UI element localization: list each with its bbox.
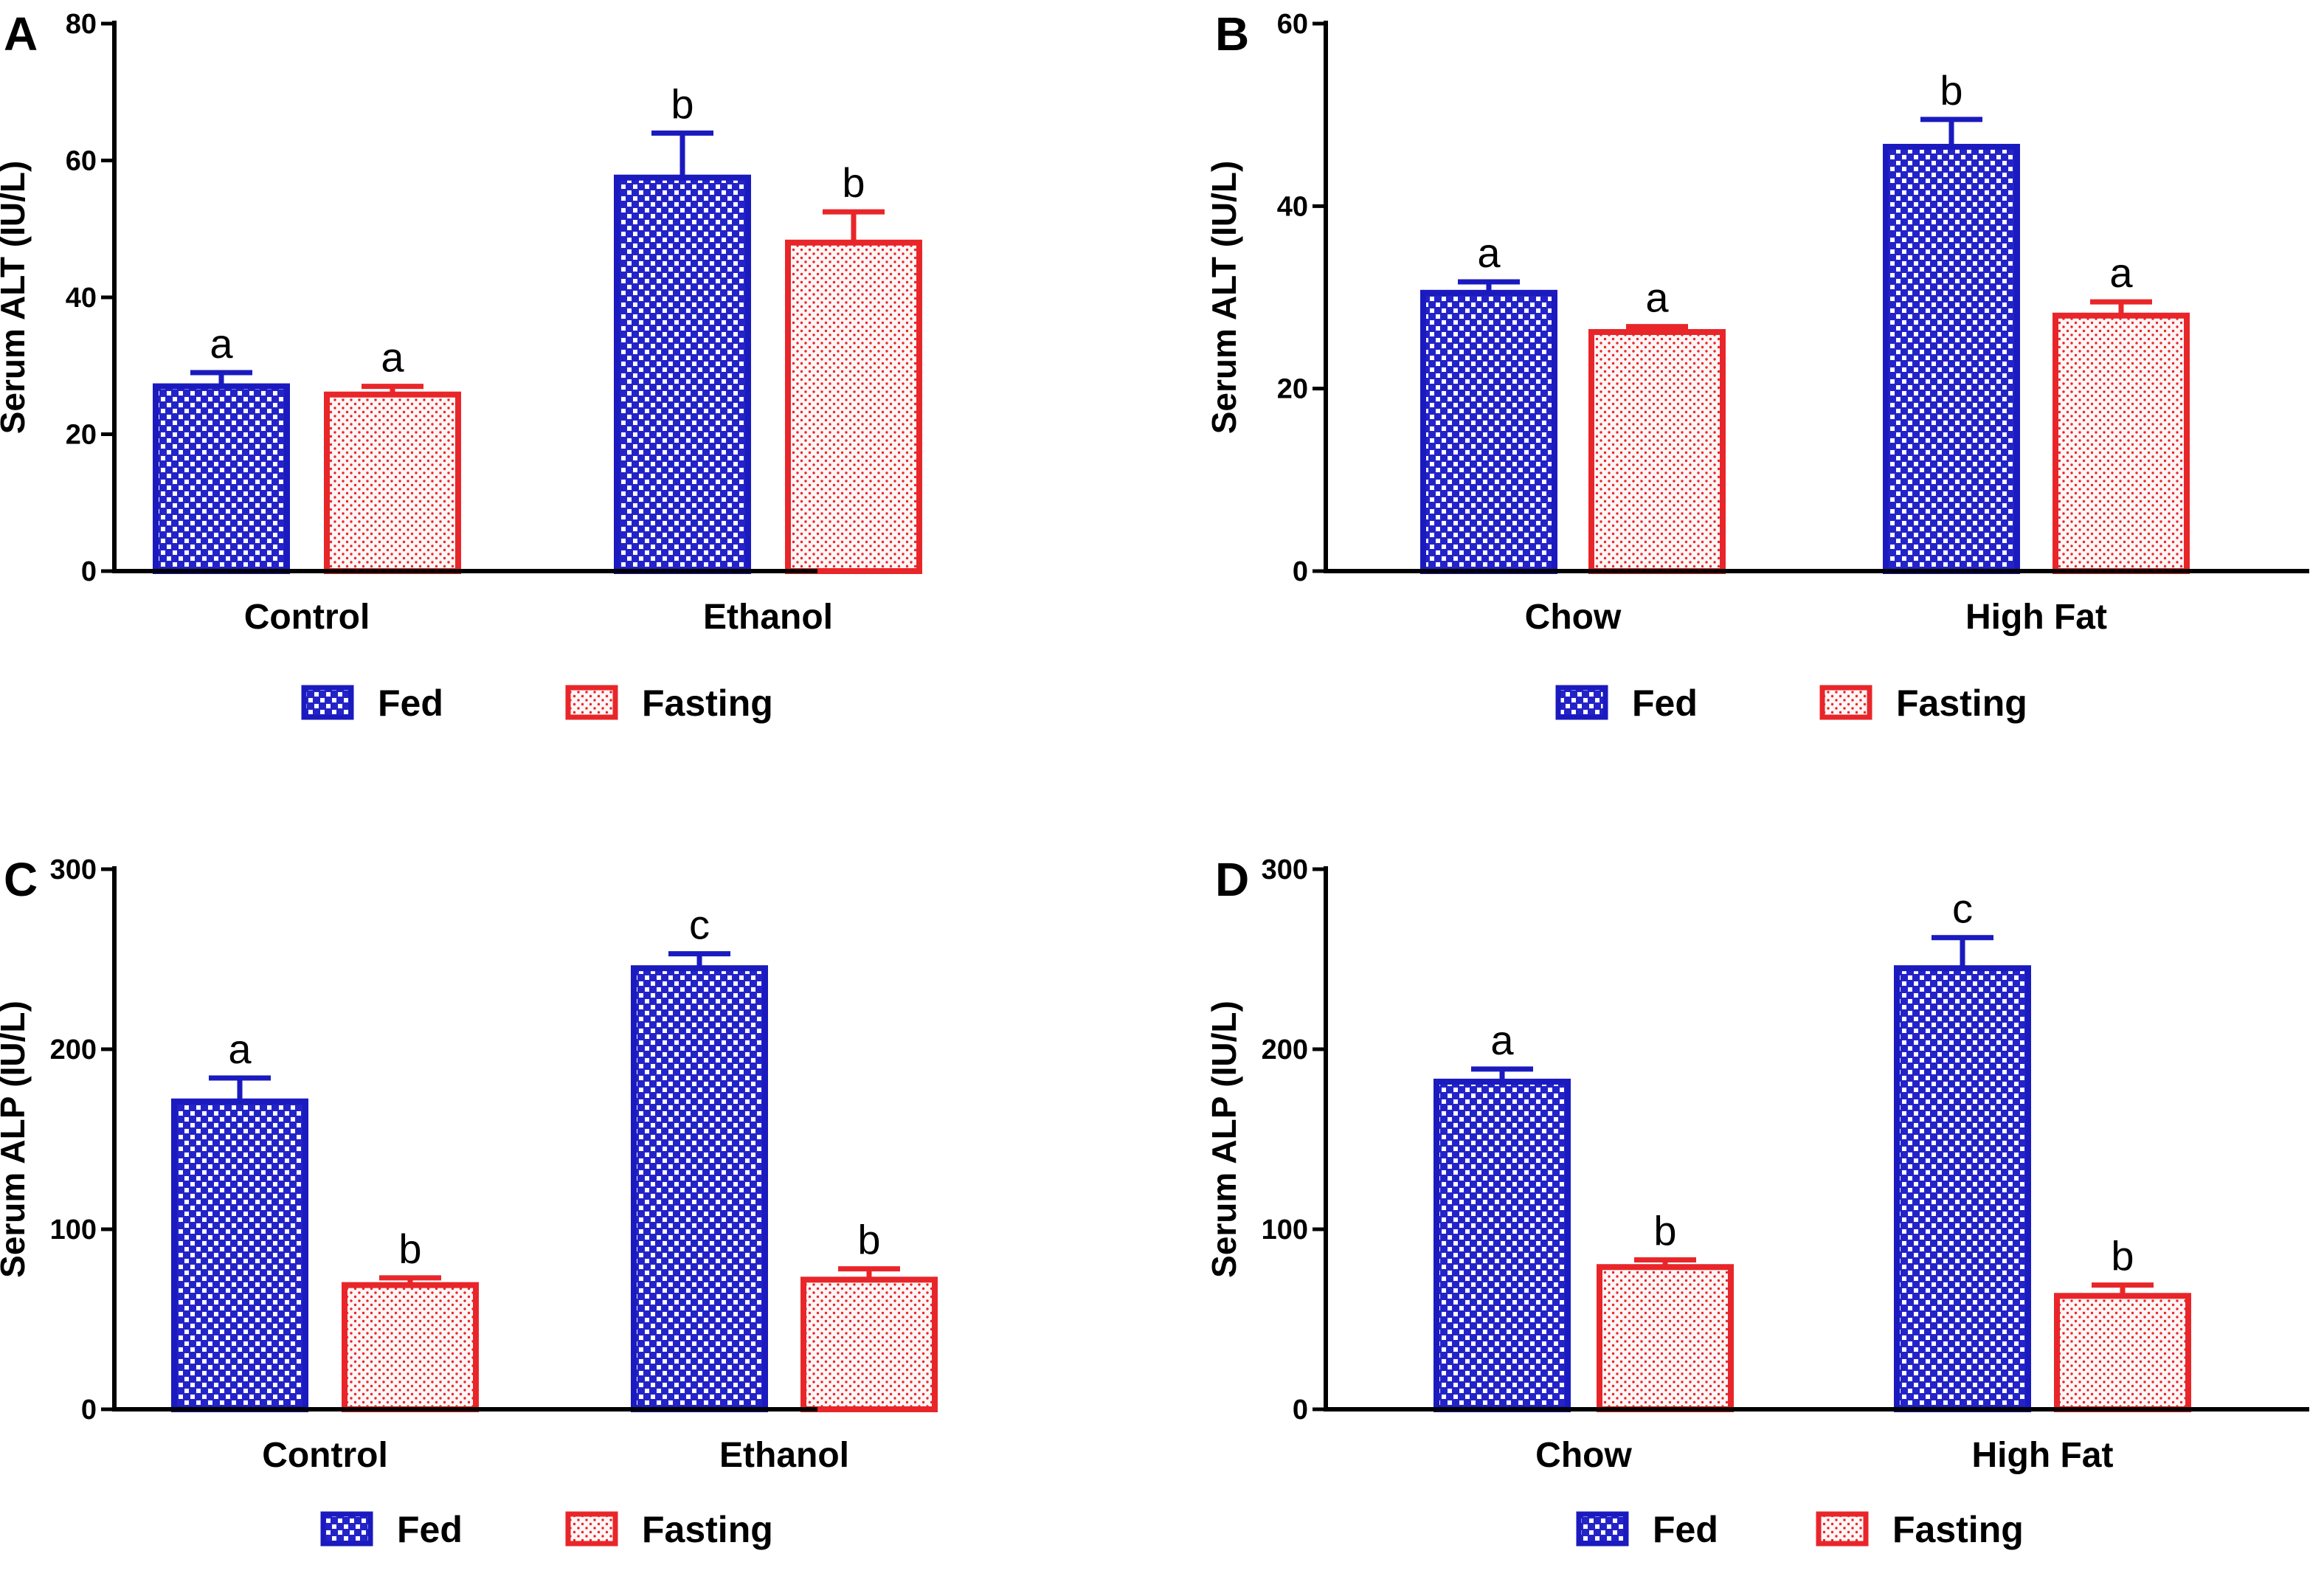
panel-label: B <box>1215 7 1249 61</box>
significance-letter: c <box>689 902 710 948</box>
legend-label-fasting: Fasting <box>642 1509 773 1550</box>
x-category-label: Ethanol <box>719 1436 849 1475</box>
significance-letter: b <box>2111 1233 2134 1279</box>
legend-swatch-fasting <box>1819 685 1872 720</box>
x-category-label: Chow <box>1525 598 1622 637</box>
y-tick-label: 20 <box>1277 374 1308 405</box>
significance-letter: b <box>842 159 865 206</box>
panel-label: A <box>4 7 38 61</box>
y-axis-label: Serum ALP (IU/L) <box>0 1001 32 1278</box>
significance-letter: a <box>210 320 233 367</box>
significance-letter: a <box>2109 249 2133 296</box>
significance-letter: a <box>381 334 404 381</box>
significance-letter: c <box>1952 885 1973 932</box>
x-category-label: High Fat <box>1972 1436 2114 1475</box>
y-tick-label: 100 <box>50 1215 97 1245</box>
y-tick-label: 200 <box>50 1034 97 1065</box>
legend-swatch-fed <box>1576 1511 1629 1547</box>
significance-letter: b <box>1653 1207 1676 1254</box>
y-axis-label: Serum ALT (IU/L) <box>1205 161 1243 435</box>
bar-fed-control <box>171 1098 308 1412</box>
y-tick-label: 300 <box>50 854 97 885</box>
y-tick-label: 40 <box>1277 191 1308 222</box>
legend-swatch-fasting <box>565 685 618 720</box>
y-tick-label: 300 <box>1262 854 1308 885</box>
legend-label-fed: Fed <box>378 683 443 724</box>
y-tick-label: 80 <box>66 9 97 40</box>
y-axis-label: Serum ALT (IU/L) <box>0 161 32 435</box>
bar-fasting-ethanol <box>800 1276 938 1412</box>
bar-fed-ethanol <box>614 174 751 574</box>
x-category-label: High Fat <box>1965 598 2107 637</box>
x-category-label: Control <box>244 598 370 637</box>
y-tick-label: 0 <box>1293 556 1308 587</box>
significance-letter: b <box>857 1217 880 1263</box>
panel-a: Aa b a b 0 20 40 60 80 Serum ALT (IU/L) Control Eth… <box>0 7 922 724</box>
significance-letter: a <box>1645 274 1669 321</box>
significance-letter: b <box>1940 67 1962 114</box>
panel-label: D <box>1215 853 1249 906</box>
bar-fed-chow <box>1434 1078 1571 1413</box>
bar-fed-ethanol <box>631 965 768 1412</box>
legend-swatch-fed <box>1555 685 1608 720</box>
legend-swatch-fed <box>320 1511 373 1547</box>
legend-label-fed: Fed <box>1653 1509 1718 1550</box>
y-tick-label: 60 <box>66 146 97 177</box>
legend-swatch-fed <box>301 685 354 720</box>
bar-fasting-ethanol <box>785 239 922 574</box>
y-tick-label: 0 <box>81 1395 97 1426</box>
y-tick-label: 0 <box>1293 1395 1308 1426</box>
significance-letter: a <box>228 1026 252 1072</box>
x-category-label: Control <box>262 1436 388 1475</box>
panel-c: Ca c b b 0 100 200 300 Serum ALP (IU/L) Control Et… <box>0 853 938 1550</box>
significance-letter: b <box>671 80 694 127</box>
y-tick-label: 200 <box>1262 1034 1308 1065</box>
panel-d: Da c b b 0 100 200 300 Serum ALP (IU/L) Chow High … <box>1205 853 2309 1550</box>
legend-swatch-fasting <box>1816 1511 1869 1547</box>
legend-label-fasting: Fasting <box>1892 1509 2024 1550</box>
y-tick-label: 100 <box>1262 1215 1308 1245</box>
panel-b: Ba b a a 0 20 40 60 Serum ALT (IU/L) Chow High Fat… <box>1205 7 2309 724</box>
y-tick-label: 60 <box>1277 9 1308 40</box>
legend-label-fasting: Fasting <box>1896 683 2027 724</box>
legend-label-fed: Fed <box>397 1509 463 1550</box>
legend-label-fed: Fed <box>1632 683 1698 724</box>
bar-fed-control <box>153 383 290 575</box>
bar-fasting-control <box>324 391 461 575</box>
x-category-label: Ethanol <box>703 598 833 637</box>
bar-fasting-high-fat <box>2052 312 2190 574</box>
bar-fasting-chow <box>1597 1264 1734 1412</box>
y-tick-label: 20 <box>66 420 97 451</box>
y-axis-label: Serum ALP (IU/L) <box>1205 1001 1243 1278</box>
significance-letter: a <box>1490 1017 1514 1063</box>
y-tick-label: 0 <box>81 556 97 587</box>
bar-fasting-high-fat <box>2054 1293 2191 1413</box>
legend-label-fasting: Fasting <box>642 683 773 724</box>
x-category-label: Chow <box>1535 1436 1632 1475</box>
bar-fed-high-fat <box>1883 143 2020 574</box>
y-tick-label: 40 <box>66 283 97 314</box>
panel-label: C <box>4 853 38 906</box>
significance-letter: b <box>398 1226 421 1272</box>
bar-fed-chow <box>1420 289 1557 574</box>
bar-fed-high-fat <box>1894 965 2031 1412</box>
bar-fasting-control <box>342 1282 479 1413</box>
bar-fasting-chow <box>1588 328 1726 574</box>
legend-swatch-fasting <box>565 1511 618 1547</box>
significance-letter: a <box>1477 229 1501 276</box>
